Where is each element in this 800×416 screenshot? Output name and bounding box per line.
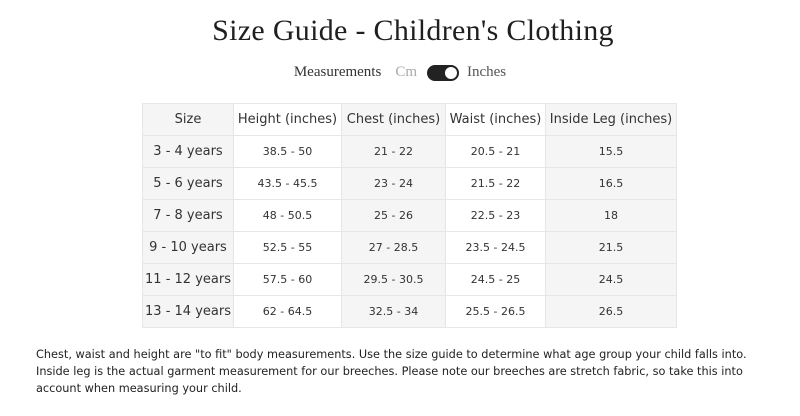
inside-leg-cell: 21.5 xyxy=(545,231,677,264)
header-height: Height (inches) xyxy=(233,103,342,136)
table-row: 13 - 14 years 62 - 64.5 32.5 - 34 25.5 -… xyxy=(142,295,677,328)
waist-cell: 23.5 - 24.5 xyxy=(445,231,546,264)
header-size: Size xyxy=(142,103,234,136)
chest-cell: 21 - 22 xyxy=(341,135,446,168)
height-cell: 52.5 - 55 xyxy=(233,231,342,264)
chest-cell: 32.5 - 34 xyxy=(341,295,446,328)
height-cell: 62 - 64.5 xyxy=(233,295,342,328)
waist-cell: 21.5 - 22 xyxy=(445,167,546,200)
size-cell: 9 - 10 years xyxy=(142,231,234,264)
page-title: Size Guide - Children's Clothing xyxy=(212,14,614,47)
size-cell: 3 - 4 years xyxy=(142,135,234,168)
height-cell: 48 - 50.5 xyxy=(233,199,342,232)
waist-cell: 20.5 - 21 xyxy=(445,135,546,168)
chest-cell: 29.5 - 30.5 xyxy=(341,263,446,296)
inside-leg-cell: 16.5 xyxy=(545,167,677,200)
chest-cell: 27 - 28.5 xyxy=(341,231,446,264)
units-switcher: Measurements Cm Inches xyxy=(0,64,800,81)
inside-leg-cell: 18 xyxy=(545,199,677,232)
inside-leg-cell: 26.5 xyxy=(545,295,677,328)
table-row: 3 - 4 years 38.5 - 50 21 - 22 20.5 - 21 … xyxy=(142,135,677,168)
cm-option[interactable]: Cm xyxy=(395,64,417,80)
header-chest: Chest (inches) xyxy=(341,103,446,136)
size-cell: 13 - 14 years xyxy=(142,295,234,328)
inches-option[interactable]: Inches xyxy=(467,64,507,80)
table-row: 9 - 10 years 52.5 - 55 27 - 28.5 23.5 - … xyxy=(142,231,677,264)
waist-cell: 24.5 - 25 xyxy=(445,263,546,296)
table-row: 5 - 6 years 43.5 - 45.5 23 - 24 21.5 - 2… xyxy=(142,167,677,200)
waist-cell: 22.5 - 23 xyxy=(445,199,546,232)
table-header-row: Size Height (inches) Chest (inches) Wais… xyxy=(142,103,677,136)
header-waist: Waist (inches) xyxy=(445,103,546,136)
chest-cell: 23 - 24 xyxy=(341,167,446,200)
inside-leg-cell: 24.5 xyxy=(545,263,677,296)
waist-cell: 25.5 - 26.5 xyxy=(445,295,546,328)
inside-leg-cell: 15.5 xyxy=(545,135,677,168)
toggle-knob xyxy=(445,66,457,79)
size-cell: 7 - 8 years xyxy=(142,199,234,232)
height-cell: 38.5 - 50 xyxy=(233,135,342,168)
table-row: 7 - 8 years 48 - 50.5 25 - 26 22.5 - 23 … xyxy=(142,199,677,232)
chest-cell: 25 - 26 xyxy=(341,199,446,232)
measurement-note: Chest, waist and height are "to fit" bod… xyxy=(36,348,747,395)
size-table: Size Height (inches) Chest (inches) Wais… xyxy=(142,103,677,328)
unit-toggle[interactable] xyxy=(427,64,459,81)
header-inside-leg: Inside Leg (inches) xyxy=(545,103,677,136)
measurements-label: Measurements xyxy=(293,64,382,80)
size-cell: 5 - 6 years xyxy=(142,167,234,200)
table-row: 11 - 12 years 57.5 - 60 29.5 - 30.5 24.5… xyxy=(142,263,677,296)
height-cell: 57.5 - 60 xyxy=(233,263,342,296)
size-cell: 11 - 12 years xyxy=(142,263,234,296)
height-cell: 43.5 - 45.5 xyxy=(233,167,342,200)
